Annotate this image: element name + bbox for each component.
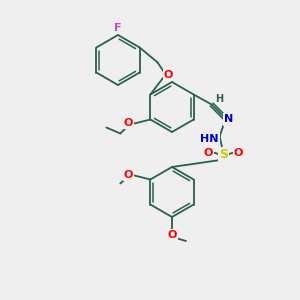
Text: HN: HN	[200, 134, 219, 143]
Text: N: N	[224, 115, 233, 124]
Text: S: S	[219, 148, 228, 161]
Text: F: F	[114, 23, 122, 33]
Text: O: O	[124, 118, 133, 128]
Text: O: O	[124, 169, 133, 179]
Text: O: O	[164, 70, 173, 80]
Text: H: H	[216, 94, 224, 103]
Text: O: O	[234, 148, 243, 158]
Text: O: O	[204, 148, 213, 158]
Text: O: O	[167, 230, 177, 240]
